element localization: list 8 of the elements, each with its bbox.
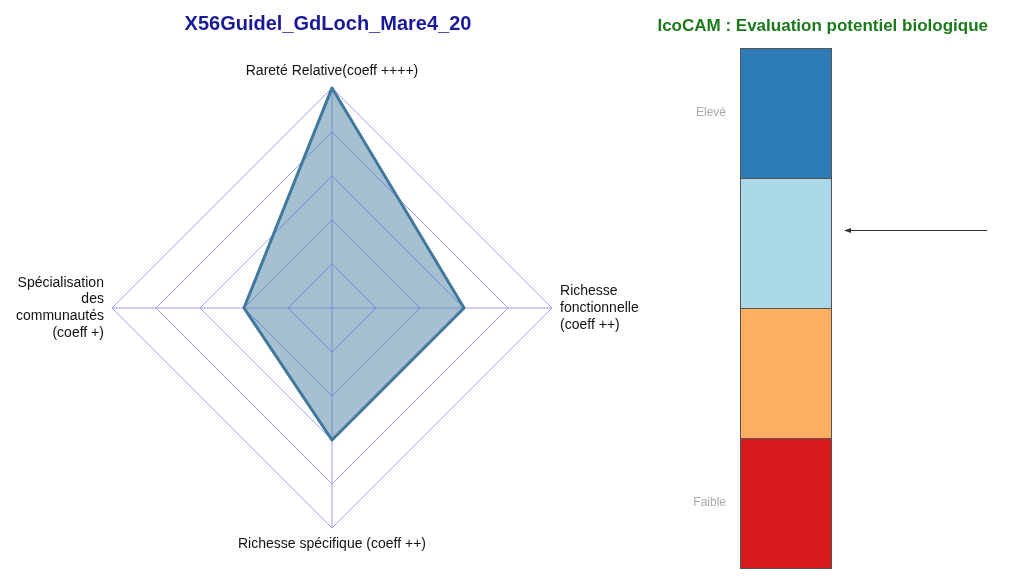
spoke-label: Spécialisation des communautés (coeff +): [15, 273, 104, 341]
spoke-label: Richesse spécifique (coeff ++): [237, 535, 427, 552]
spoke-label: Rareté Relative(coeff ++++): [245, 62, 419, 79]
text: Elevé: [694, 105, 726, 119]
text: Faible: [692, 495, 726, 509]
text: IcoCAM : Evaluation potentiel biologique: [657, 16, 988, 36]
chart-title: X56Guidel_GdLoch_Mare4_20: [184, 11, 472, 34]
spoke-label: Richesse fonctionnelle (coeff ++): [560, 282, 639, 332]
